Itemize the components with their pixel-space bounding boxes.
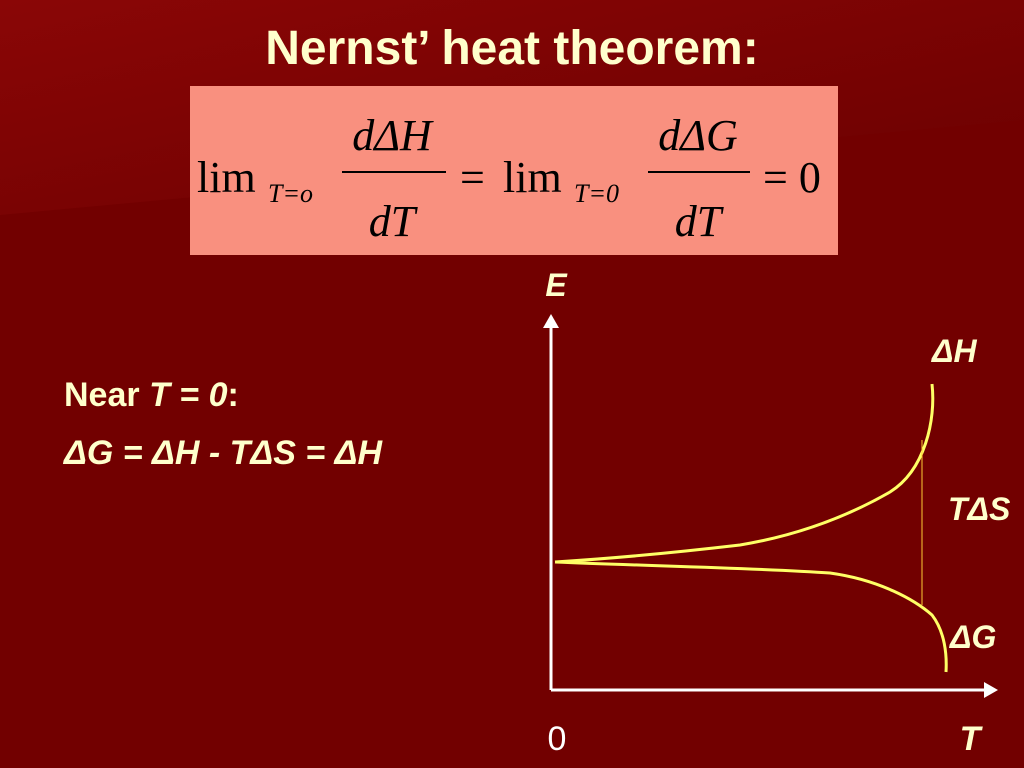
note-prefix: Near [64, 376, 140, 414]
y-axis-label: E [545, 267, 568, 303]
lim: lim [197, 153, 256, 202]
formula: lim T=o dΔH dT = lim T=0 dΔG dT = 0 [197, 111, 821, 246]
denominator: dT [369, 197, 419, 246]
subscript: T=0 [574, 179, 619, 208]
origin-label: 0 [548, 720, 567, 758]
equals-zero: = 0 [763, 153, 821, 202]
gibbs-curve [554, 560, 948, 673]
denominator: dT [675, 197, 725, 246]
formula-box [190, 86, 838, 255]
note-suffix: : [228, 376, 239, 414]
subscript: T=o [268, 179, 313, 208]
x-axis-label: T [960, 720, 984, 758]
curve-label: ΔH [931, 333, 977, 369]
arrow [984, 682, 998, 698]
note-equation: ΔG = ΔH - TΔS = ΔH [62, 434, 383, 472]
equals: = [460, 153, 485, 202]
numerator: dΔG [658, 111, 738, 160]
note-condition: T = 0 [149, 376, 228, 414]
diagram: E 0 T ΔH TΔS ΔG [543, 267, 1011, 758]
enthalpy-curve [554, 383, 935, 564]
lim: lim [503, 153, 562, 202]
curve-label: ΔG [949, 619, 996, 655]
arrow [543, 314, 559, 328]
title: Nernst’ heat theorem: [265, 22, 758, 75]
curve-label: TΔS [948, 491, 1011, 527]
numerator: dΔH [352, 111, 434, 160]
note-line: Near T = 0: [64, 376, 239, 414]
